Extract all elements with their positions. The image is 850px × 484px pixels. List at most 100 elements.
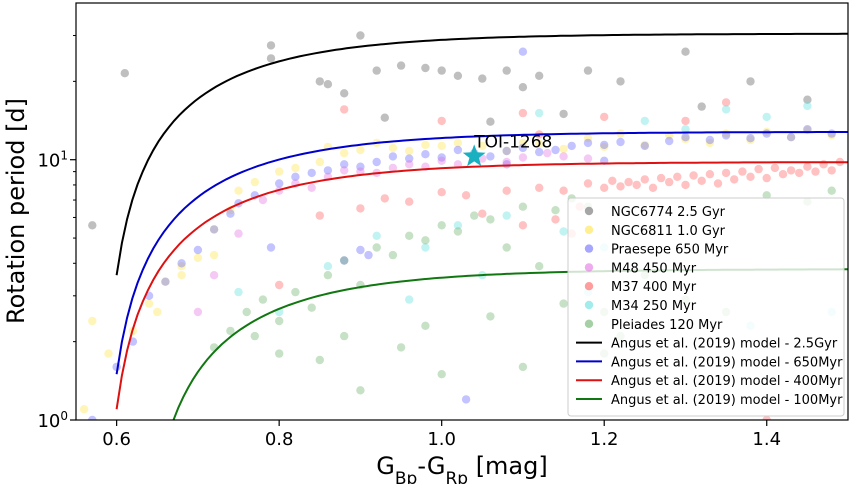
- data-point: [340, 166, 349, 175]
- data-point: [356, 204, 365, 213]
- data-point: [827, 129, 836, 138]
- data-point: [689, 171, 698, 180]
- data-point: [559, 227, 568, 236]
- data-point: [340, 256, 349, 265]
- legend-label: Pleiades 120 Myr: [611, 318, 723, 333]
- series-4: [275, 98, 845, 420]
- data-point: [421, 150, 430, 159]
- data-point: [502, 66, 511, 75]
- data-point: [421, 63, 430, 73]
- data-point: [559, 186, 568, 195]
- data-point: [388, 143, 398, 153]
- data-point: [291, 163, 300, 173]
- data-point: [266, 41, 276, 50]
- data-point: [721, 168, 731, 178]
- legend-marker: [584, 244, 594, 253]
- data-point: [275, 179, 284, 188]
- annotation-layer: TOI-1268: [462, 132, 552, 167]
- data-point: [144, 299, 154, 308]
- data-point: [518, 153, 528, 162]
- data-point: [470, 211, 479, 220]
- data-point: [551, 206, 560, 215]
- data-point: [453, 221, 463, 230]
- legend-entry: M37 400 Myr: [584, 280, 697, 295]
- data-point: [437, 221, 446, 230]
- data-point: [340, 160, 349, 169]
- data-point: [209, 225, 219, 234]
- data-point: [372, 243, 381, 252]
- data-point: [543, 148, 552, 158]
- data-point: [104, 349, 113, 358]
- data-point: [356, 386, 365, 395]
- data-point: [535, 139, 544, 149]
- data-point: [405, 146, 414, 156]
- x-tick-label: 0.6: [102, 429, 131, 450]
- data-point: [778, 170, 788, 179]
- data-point: [754, 164, 763, 174]
- data-point: [437, 153, 446, 162]
- legend-label: M34 250 Myr: [611, 299, 697, 314]
- legend-entry: Pleiades 120 Myr: [584, 318, 723, 333]
- data-point: [762, 415, 771, 420]
- data-point: [705, 138, 715, 148]
- legend-label: Praesepe 650 Myr: [611, 243, 729, 258]
- data-point: [567, 141, 576, 151]
- data-point: [738, 167, 747, 176]
- legend-entry: M48 450 Myr: [584, 261, 697, 276]
- data-point: [323, 166, 333, 175]
- data-point: [421, 140, 430, 150]
- data-point: [421, 321, 430, 330]
- legend-marker: [584, 300, 594, 310]
- data-point: [234, 287, 243, 297]
- data-point: [453, 71, 463, 81]
- data-point: [600, 112, 609, 122]
- data-point: [616, 137, 625, 147]
- y-tick-label: 101: [37, 149, 68, 172]
- data-point: [88, 415, 97, 420]
- x-axis-ticks: 0.6 0.8 1.0 1.2 1.4: [102, 420, 781, 450]
- y-axis-title: Rotation period [d]: [2, 98, 30, 324]
- data-point: [713, 179, 723, 188]
- data-point: [209, 225, 219, 234]
- data-point: [730, 175, 739, 184]
- data-point: [502, 157, 511, 167]
- data-point: [161, 277, 170, 286]
- legend-label: M48 450 Myr: [611, 261, 697, 276]
- data-point: [811, 167, 820, 176]
- data-point: [275, 349, 284, 358]
- data-point: [665, 136, 674, 146]
- legend-label: NGC6774 2.5 Gyr: [611, 205, 726, 220]
- data-point: [380, 194, 389, 203]
- data-point: [518, 143, 528, 153]
- data-point: [405, 197, 414, 206]
- data-point: [340, 331, 349, 341]
- data-point: [697, 102, 706, 111]
- legend-entry: NGC6811 1.0 Gyr: [584, 224, 726, 239]
- data-point: [307, 303, 316, 312]
- data-point: [795, 168, 804, 178]
- data-point: [721, 98, 731, 107]
- data-point: [323, 80, 333, 89]
- data-point: [502, 146, 511, 156]
- data-point: [478, 209, 487, 218]
- x-tick-label: 1.4: [752, 429, 781, 450]
- data-point: [405, 160, 414, 169]
- data-point: [315, 355, 324, 365]
- legend-label: Angus et al. (2019) model - 650Myr: [611, 355, 843, 370]
- data-point: [746, 172, 755, 181]
- data-point: [518, 202, 528, 211]
- data-point: [770, 163, 780, 173]
- data-point: [209, 271, 219, 280]
- data-point: [307, 168, 316, 178]
- data-point: [640, 116, 649, 126]
- data-point: [307, 183, 316, 192]
- data-point: [275, 280, 284, 290]
- data-point: [640, 140, 649, 150]
- legend-label: Angus et al. (2019) model - 2.5Gyr: [611, 337, 838, 352]
- data-point: [405, 295, 414, 304]
- model-curve-1: [115, 131, 848, 375]
- data-point: [535, 183, 544, 192]
- data-point: [762, 191, 771, 200]
- data-point: [665, 177, 674, 187]
